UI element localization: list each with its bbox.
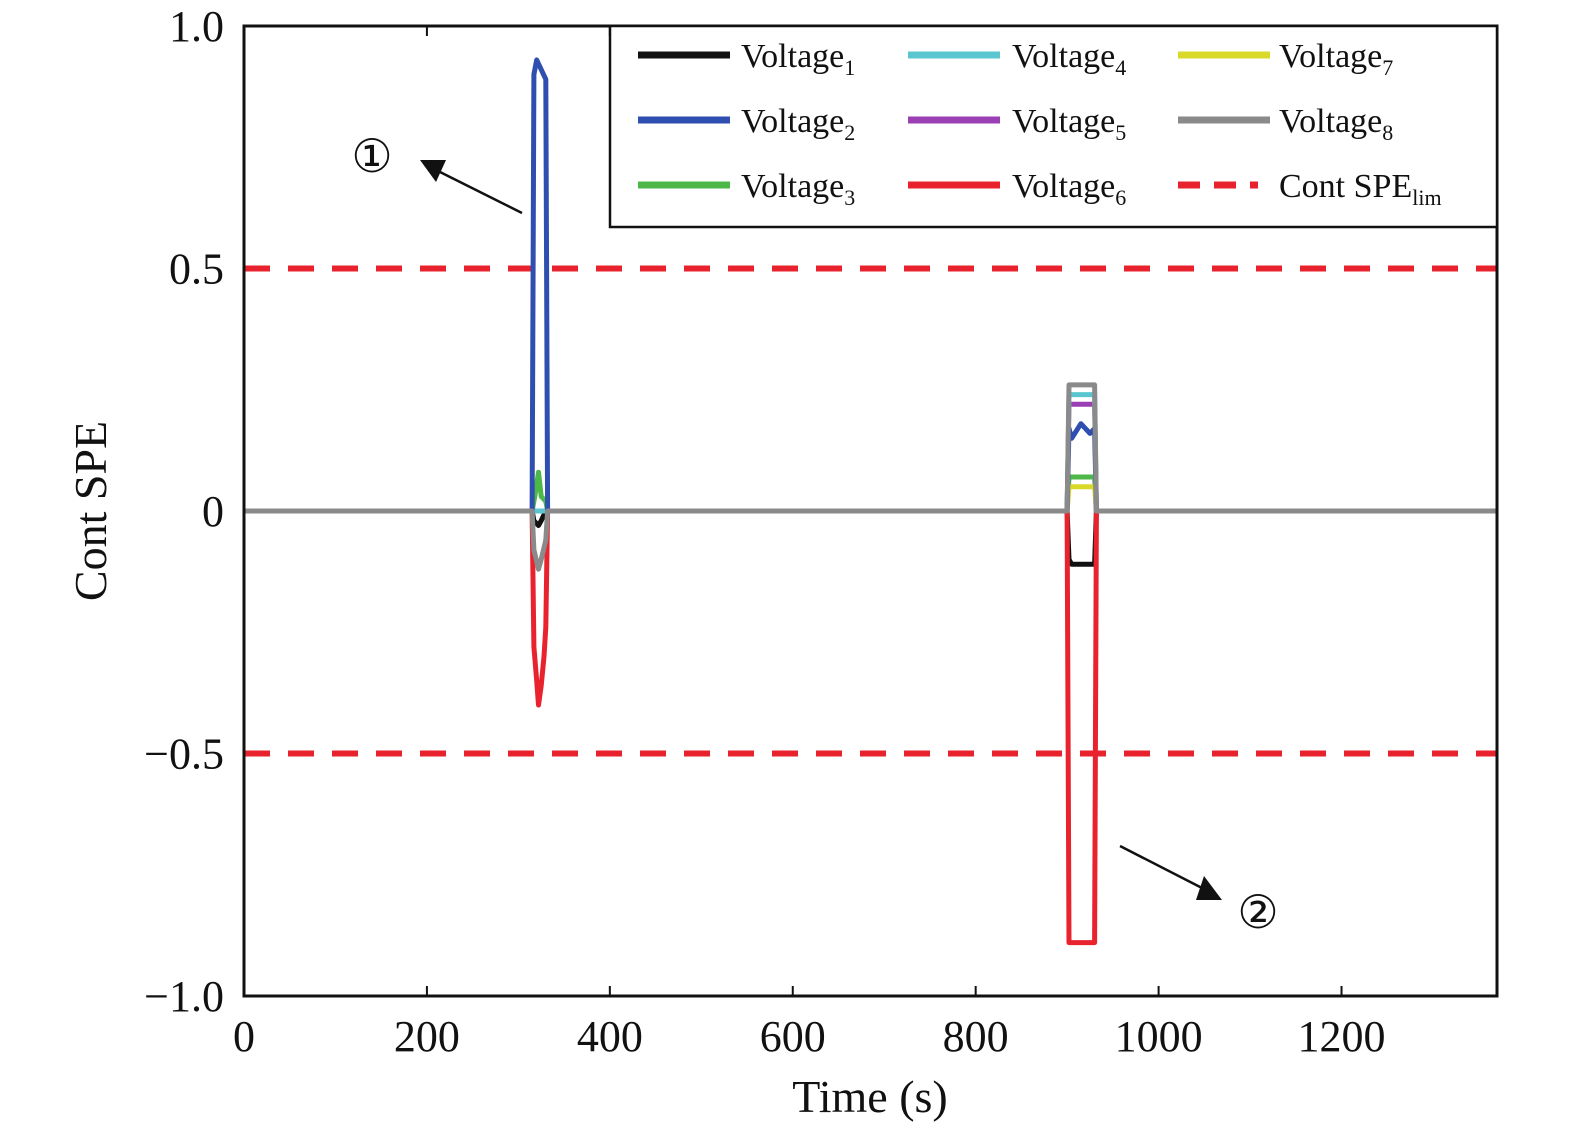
legend-label-voltage4: Voltage4 xyxy=(1012,38,1126,80)
annotation-1-label: ① xyxy=(351,129,392,183)
x-tick-label: 800 xyxy=(943,1012,1009,1061)
x-axis-label: Time (s) xyxy=(792,1071,948,1122)
x-tick-label: 200 xyxy=(394,1012,460,1061)
annotations: ① ② xyxy=(351,129,1278,939)
series-line-voltage4 xyxy=(244,392,1497,514)
legend-label-voltage7: Voltage7 xyxy=(1279,38,1393,80)
y-ticks: 1.0 0.5 0 −0.5 −1.0 xyxy=(144,2,1497,1021)
y-axis-label: Cont SPE xyxy=(65,421,116,601)
series-line-voltage5 xyxy=(244,401,1497,514)
x-tick-label: 600 xyxy=(760,1012,826,1061)
x-ticks: 0 200 400 600 800 1000 1200 xyxy=(233,26,1386,1061)
y-tick-label: 0 xyxy=(202,487,224,536)
x-tick-label: 400 xyxy=(577,1012,643,1061)
legend-label-voltage2: Voltage2 xyxy=(741,103,855,145)
legend-label-voltage5: Voltage5 xyxy=(1012,103,1126,145)
annotation-1-arrow xyxy=(435,168,523,215)
legend-label-voltage3: Voltage3 xyxy=(741,168,855,210)
limit-lines xyxy=(244,265,1497,757)
y-tick-label: −1.0 xyxy=(144,972,224,1021)
x-tick-label: 1200 xyxy=(1298,1012,1386,1061)
legend-box xyxy=(608,24,1499,229)
series-line-voltage1 xyxy=(244,508,1497,567)
legend-label-voltage6: Voltage6 xyxy=(1012,168,1126,210)
annotation-1-arrowhead xyxy=(420,160,446,182)
y-tick-label: 1.0 xyxy=(169,2,224,51)
x-tick-label: 0 xyxy=(233,1012,255,1061)
series-line-voltage6 xyxy=(244,508,1497,946)
y-tick-label: −0.5 xyxy=(144,730,224,779)
series-line-voltage3 xyxy=(244,469,1497,514)
series-line-voltage8 xyxy=(244,382,1497,572)
legend: Voltage1 Voltage2 Voltage3 Voltage4 Volt… xyxy=(608,24,1499,229)
legend-label-voltage1: Voltage1 xyxy=(741,38,855,80)
series-line-voltage7 xyxy=(244,484,1497,514)
legend-label-voltage8: Voltage8 xyxy=(1279,103,1393,145)
annotation-2-arrowhead xyxy=(1196,876,1222,900)
annotation-2-arrow xyxy=(1119,844,1203,890)
annotation-2-label: ② xyxy=(1237,885,1278,939)
y-tick-label: 0.5 xyxy=(169,245,224,294)
series-lines xyxy=(244,57,1497,946)
legend-label-limit: Cont SPElim xyxy=(1279,168,1442,210)
x-tick-label: 1000 xyxy=(1115,1012,1203,1061)
